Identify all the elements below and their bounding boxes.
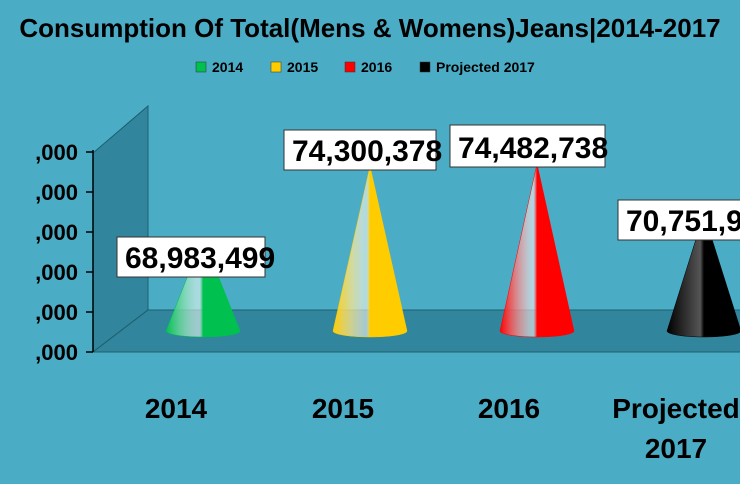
data-label-projected-2017: 70,751,91	[626, 205, 740, 238]
y-tick-label: ,000	[35, 180, 78, 205]
x-category-label-2015: 2015	[312, 393, 374, 424]
data-label-box-2015	[283, 129, 437, 171]
y-tick-label: ,000	[35, 260, 78, 285]
data-labels-group: 68,983,499 74,300,378 74,482,738 70,751,91	[116, 124, 740, 278]
y-tick-label: ,000	[35, 220, 78, 245]
chart-legend: 2014 2015 2016 Projected 2017	[195, 59, 535, 75]
x-category-label-2016: 2016	[478, 393, 540, 424]
plot-floor	[91, 309, 740, 353]
chart-title: Consumption Of Total(Mens & Womens)Jeans…	[19, 13, 720, 43]
legend-label-2014: 2014	[212, 59, 243, 75]
legend-swatch-projected-2017	[419, 61, 431, 73]
cone-2016	[499, 163, 575, 338]
y-tick-label: ,000	[35, 140, 78, 165]
data-label-2015: 74,300,378	[292, 135, 442, 168]
x-category-label-2014: 2014	[145, 393, 208, 424]
data-label-box-2016	[449, 124, 606, 168]
cone-2015	[332, 166, 408, 338]
data-label-box-projected-2017	[617, 199, 740, 241]
cone-projected-2017	[666, 212, 740, 338]
back-wall	[92, 104, 149, 354]
cones-group	[165, 163, 740, 338]
legend-swatch-2015	[270, 61, 282, 73]
legend-swatch-2016	[344, 61, 356, 73]
data-label-2016: 74,482,738	[458, 132, 608, 165]
y-tick-label: ,000	[35, 340, 78, 365]
legend-label-projected-2017: Projected 2017	[436, 59, 535, 75]
legend-label-2015: 2015	[287, 59, 318, 75]
x-axis-labels: 2014 2015 2016 Projected 2017	[145, 393, 740, 464]
data-label-box-2014	[116, 236, 266, 278]
data-label-2014: 68,983,499	[125, 242, 275, 275]
y-tick-label: ,000	[35, 300, 78, 325]
x-category-label-projected-2017: Projected	[612, 393, 740, 424]
y-axis-ticks: ,000 ,000 ,000 ,000 ,000 ,000	[35, 140, 93, 365]
x-category-label-projected-2017: 2017	[645, 433, 707, 464]
cone-2014	[165, 236, 241, 338]
legend-swatch-2014	[195, 61, 207, 73]
legend-label-2016: 2016	[361, 59, 392, 75]
